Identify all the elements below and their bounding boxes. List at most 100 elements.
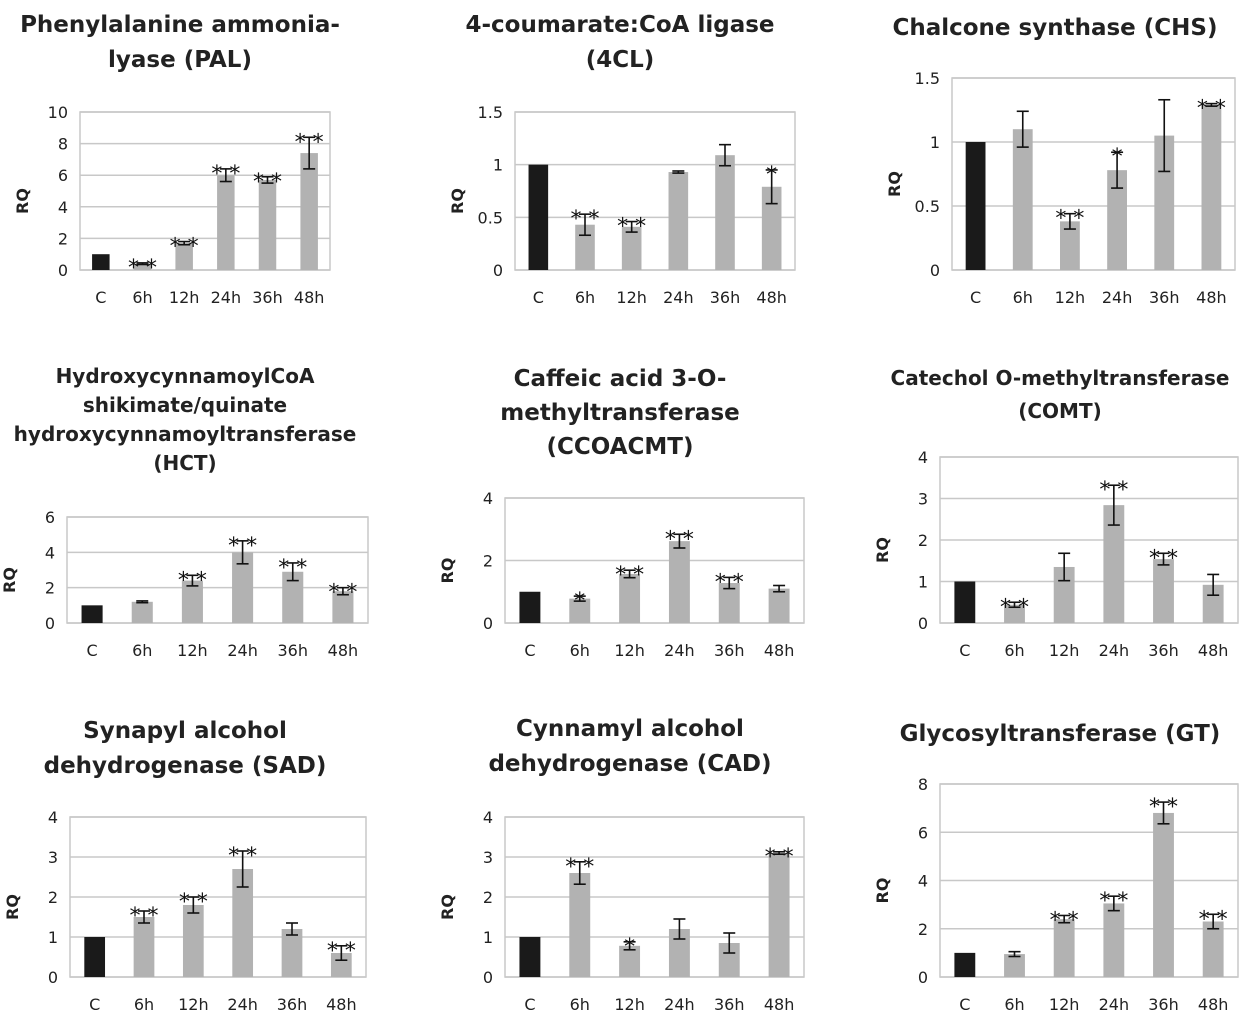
bar bbox=[133, 917, 155, 977]
error-bar bbox=[1016, 110, 1029, 148]
significance-marker: * * bbox=[1199, 907, 1228, 932]
significance-marker: * * bbox=[253, 170, 282, 195]
x-tick-label: 48h bbox=[1196, 288, 1227, 307]
error-bar bbox=[336, 586, 349, 596]
chart-title: Phenylalanine ammonia-lyase (PAL) bbox=[0, 8, 360, 78]
bar bbox=[1153, 559, 1174, 623]
bar bbox=[519, 937, 541, 977]
y-tick-label: 8 bbox=[58, 135, 68, 154]
error-bar bbox=[773, 850, 786, 856]
bar bbox=[1060, 221, 1080, 270]
bar bbox=[768, 588, 790, 623]
error-bar bbox=[765, 169, 778, 205]
x-tick-label: 24h bbox=[227, 641, 258, 660]
significance-marker: * * bbox=[1099, 889, 1128, 914]
chart-title: Glycosyltransferase (GT) bbox=[880, 714, 1240, 754]
x-tick-label: 6h bbox=[1004, 641, 1024, 660]
y-tick-label: 2 bbox=[918, 920, 928, 939]
error-bar bbox=[579, 213, 591, 237]
chart-title-line: dehydrogenase (CAD) bbox=[488, 751, 772, 777]
bar bbox=[1012, 129, 1033, 270]
bar bbox=[619, 573, 641, 623]
y-tick-label: 4 bbox=[483, 489, 493, 508]
y-tick-label: 4 bbox=[48, 808, 58, 827]
x-tick-label: 12h bbox=[614, 641, 645, 660]
error-bar bbox=[623, 569, 636, 579]
x-tick-label: 12h bbox=[1055, 288, 1086, 307]
y-tick-label: 2 bbox=[918, 531, 928, 550]
chart-title: 4-coumarate:CoA ligase (4CL) bbox=[430, 8, 810, 78]
x-tick-label: 6h bbox=[570, 641, 590, 660]
chart-title-line: 4-coumarate:CoA ligase bbox=[465, 12, 775, 38]
chart-title-line: shikimate/quinate bbox=[82, 393, 288, 417]
x-tick-label: 12h bbox=[1049, 641, 1080, 660]
error-bar bbox=[286, 922, 298, 936]
x-tick-label: 36h bbox=[714, 641, 745, 660]
error-bar bbox=[1107, 895, 1120, 912]
error-bar bbox=[723, 932, 736, 954]
bar bbox=[1004, 954, 1025, 977]
x-tick-label: C bbox=[970, 288, 981, 307]
chart-title-line: (CCOACMT) bbox=[546, 434, 694, 460]
bar bbox=[965, 142, 986, 270]
bar bbox=[1004, 604, 1025, 623]
bar bbox=[569, 873, 591, 977]
error-bar bbox=[187, 896, 200, 914]
y-tick-label: 0 bbox=[493, 261, 503, 280]
bar bbox=[300, 153, 318, 270]
significance-marker: * * bbox=[170, 235, 199, 260]
bar bbox=[81, 605, 103, 623]
significance-marker: * * bbox=[328, 581, 357, 606]
y-tick-label: 1.5 bbox=[915, 69, 940, 88]
bar bbox=[133, 263, 152, 270]
error-bar bbox=[625, 220, 638, 233]
chart-title-line: methyltransferase bbox=[500, 400, 740, 426]
x-tick-label: 24h bbox=[211, 288, 242, 307]
error-bar bbox=[1207, 913, 1220, 930]
bar bbox=[569, 598, 591, 623]
x-tick-label: 48h bbox=[764, 641, 795, 660]
chart-title: Cynnamyl alcohol dehydrogenase (CAD) bbox=[450, 712, 810, 782]
error-bar bbox=[186, 574, 199, 587]
bar bbox=[217, 175, 235, 270]
x-tick-label: 48h bbox=[1198, 995, 1229, 1013]
significance-marker: * * bbox=[1099, 478, 1128, 503]
x-tick-label: 12h bbox=[177, 641, 208, 660]
x-tick-label: 36h bbox=[277, 995, 308, 1013]
x-tick-label: 36h bbox=[1148, 641, 1179, 660]
significance-marker: * * bbox=[565, 855, 594, 880]
x-tick-label: C bbox=[959, 995, 970, 1013]
y-axis-label: RQ bbox=[448, 188, 467, 214]
error-bar bbox=[673, 918, 686, 940]
significance-marker: * * bbox=[615, 563, 644, 588]
error-bar bbox=[673, 533, 686, 549]
x-tick-label: 36h bbox=[714, 995, 745, 1013]
bar bbox=[668, 172, 689, 270]
y-tick-label: 0.5 bbox=[478, 208, 503, 227]
x-tick-label: 48h bbox=[764, 995, 795, 1013]
y-tick-label: 0 bbox=[930, 261, 940, 280]
significance-marker: * * bbox=[765, 845, 794, 870]
x-tick-label: 12h bbox=[614, 995, 645, 1013]
bar bbox=[84, 937, 106, 977]
error-bar bbox=[573, 595, 586, 602]
bar bbox=[1153, 812, 1174, 977]
y-tick-label: 3 bbox=[918, 490, 928, 509]
bar bbox=[715, 155, 735, 270]
bar bbox=[1202, 584, 1224, 623]
error-bar bbox=[1008, 950, 1021, 958]
x-tick-label: 36h bbox=[1148, 995, 1179, 1013]
significance-marker: * * bbox=[715, 570, 744, 595]
bar bbox=[1107, 170, 1127, 270]
chart-title: HydroxycynnamoylCoA shikimate/quinate hydr… bbox=[0, 362, 370, 478]
y-tick-label: 1.5 bbox=[478, 103, 503, 122]
y-tick-label: 0 bbox=[483, 968, 493, 987]
significance-marker: * * bbox=[228, 534, 257, 559]
chart-title-line: HydroxycynnamoylCoA bbox=[55, 364, 315, 388]
x-tick-label: C bbox=[95, 288, 106, 307]
x-tick-label: 48h bbox=[294, 288, 325, 307]
y-tick-label: 4 bbox=[918, 872, 928, 891]
